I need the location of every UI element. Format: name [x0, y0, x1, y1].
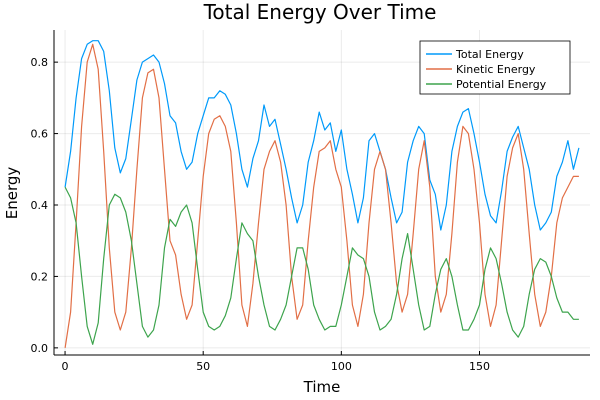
y-tick-label: 0.2	[31, 270, 49, 283]
series-line-kinetic-energy	[64, 43, 579, 348]
x-tick-label: 50	[196, 360, 210, 373]
y-tick-label: 0.6	[31, 128, 49, 141]
x-tick-label: 150	[469, 360, 490, 373]
legend-box	[419, 40, 571, 95]
y-ticks: 0.0 0.2 0.4 0.6 0.8	[31, 56, 58, 355]
series-layer	[64, 40, 580, 348]
x-tick-label: 100	[331, 360, 352, 373]
chart-title: Total Energy Over Time	[203, 0, 437, 24]
legend: Total Energy Kinetic Energy Potential Ener…	[419, 40, 571, 95]
legend-label: Total Energy	[455, 48, 524, 61]
legend-label: Potential Energy	[456, 78, 547, 91]
series-line-total-energy	[64, 40, 580, 231]
legend-label: Kinetic Energy	[456, 63, 536, 76]
x-tick-label: 0	[62, 360, 69, 373]
x-axis-label: Time	[303, 378, 341, 396]
x-ticks: 0 50 100 150	[62, 351, 490, 373]
y-tick-label: 0.8	[31, 56, 49, 69]
y-tick-label: 0.4	[31, 199, 49, 212]
y-tick-label: 0.0	[31, 342, 49, 355]
y-axis-label: Energy	[3, 167, 21, 220]
series-line-potential-energy	[64, 186, 579, 345]
